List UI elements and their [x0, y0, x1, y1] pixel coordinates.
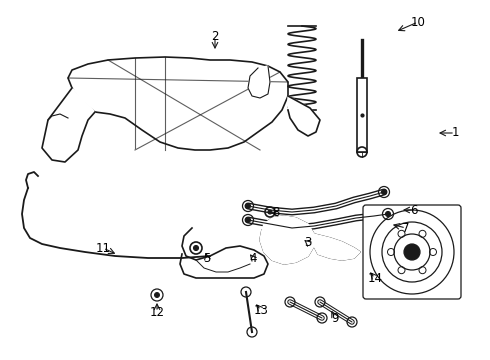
Text: 10: 10 [411, 15, 425, 28]
Polygon shape [180, 228, 268, 278]
Text: 4: 4 [249, 252, 257, 265]
Bar [357, 78, 367, 152]
Text: 6: 6 [410, 203, 418, 216]
Polygon shape [288, 96, 320, 136]
Text: 13: 13 [253, 303, 269, 316]
Text: 5: 5 [203, 252, 211, 265]
Text: 2: 2 [211, 31, 219, 44]
Text: 8: 8 [272, 207, 280, 220]
Circle shape [268, 210, 272, 214]
Polygon shape [68, 57, 288, 150]
Circle shape [386, 211, 391, 216]
FancyBboxPatch shape [363, 205, 461, 299]
Polygon shape [248, 66, 270, 98]
Circle shape [404, 244, 420, 260]
Text: 14: 14 [368, 271, 383, 284]
Circle shape [245, 217, 250, 222]
Text: 3: 3 [304, 237, 312, 249]
Text: 9: 9 [331, 311, 339, 324]
Polygon shape [42, 88, 95, 162]
Text: 12: 12 [149, 306, 165, 319]
Circle shape [155, 293, 159, 297]
Text: 7: 7 [402, 221, 410, 234]
Polygon shape [314, 234, 360, 260]
Polygon shape [260, 216, 314, 264]
Text: 11: 11 [96, 242, 111, 255]
Text: 1: 1 [451, 126, 459, 139]
Circle shape [382, 189, 387, 194]
Circle shape [194, 246, 198, 251]
Circle shape [245, 203, 250, 208]
